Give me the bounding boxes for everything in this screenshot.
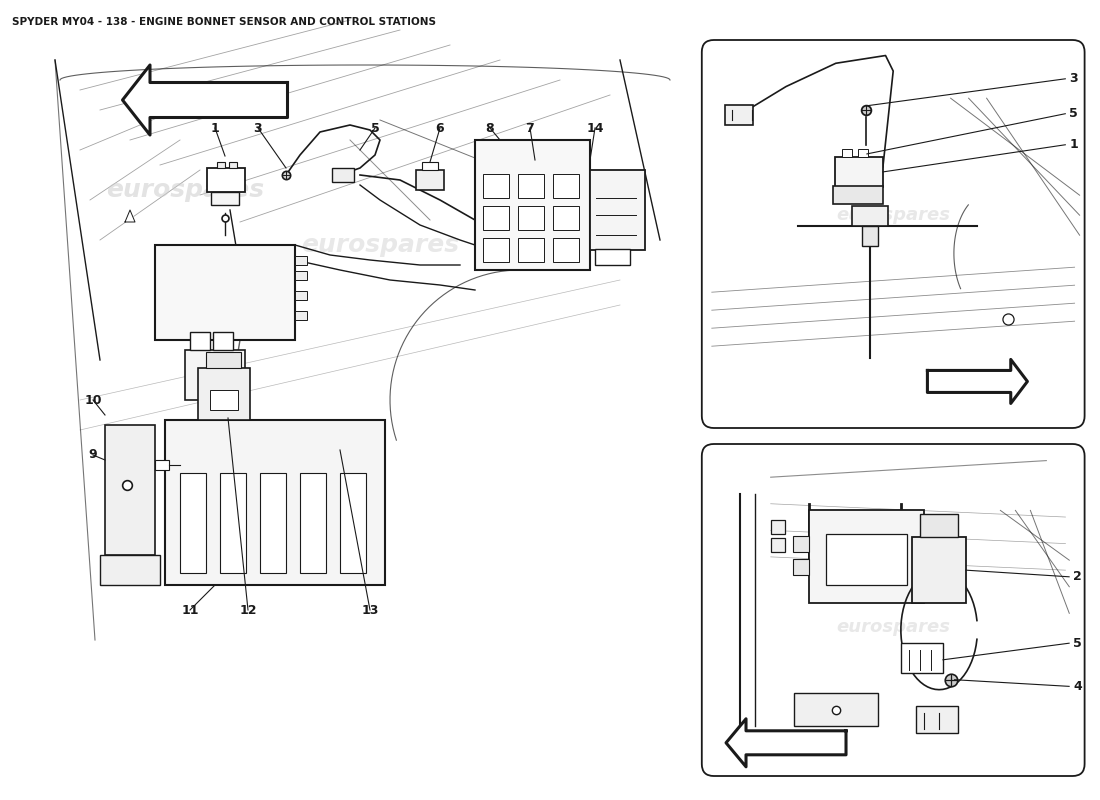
Text: eurospares: eurospares: [106, 178, 264, 202]
FancyBboxPatch shape: [100, 555, 160, 585]
FancyBboxPatch shape: [771, 538, 784, 552]
FancyBboxPatch shape: [295, 311, 307, 320]
FancyBboxPatch shape: [416, 170, 444, 190]
FancyBboxPatch shape: [190, 332, 210, 350]
FancyBboxPatch shape: [595, 249, 630, 265]
FancyBboxPatch shape: [210, 390, 238, 410]
FancyBboxPatch shape: [916, 706, 958, 733]
FancyBboxPatch shape: [702, 444, 1085, 776]
FancyBboxPatch shape: [213, 332, 233, 350]
FancyBboxPatch shape: [185, 350, 245, 400]
FancyBboxPatch shape: [220, 473, 246, 573]
FancyBboxPatch shape: [553, 206, 579, 230]
Polygon shape: [122, 65, 287, 135]
Text: 9: 9: [89, 449, 97, 462]
FancyBboxPatch shape: [518, 238, 544, 262]
FancyBboxPatch shape: [920, 514, 958, 537]
FancyBboxPatch shape: [483, 174, 509, 198]
Text: 5: 5: [1069, 107, 1078, 120]
FancyBboxPatch shape: [725, 106, 752, 126]
FancyBboxPatch shape: [808, 510, 924, 603]
FancyBboxPatch shape: [207, 168, 245, 192]
FancyBboxPatch shape: [340, 473, 366, 573]
Text: 5: 5: [1074, 637, 1082, 650]
Text: eurospares: eurospares: [301, 233, 459, 257]
FancyBboxPatch shape: [229, 162, 236, 168]
Text: eurospares: eurospares: [836, 618, 950, 635]
FancyBboxPatch shape: [793, 559, 808, 575]
FancyBboxPatch shape: [858, 149, 868, 157]
Polygon shape: [726, 718, 846, 766]
FancyBboxPatch shape: [702, 40, 1085, 428]
Text: 11: 11: [182, 603, 199, 617]
Polygon shape: [927, 359, 1027, 403]
Text: 3: 3: [1069, 72, 1078, 86]
FancyBboxPatch shape: [912, 537, 966, 603]
FancyBboxPatch shape: [332, 168, 354, 182]
FancyBboxPatch shape: [553, 174, 579, 198]
FancyBboxPatch shape: [590, 170, 645, 250]
Polygon shape: [125, 210, 135, 222]
FancyBboxPatch shape: [104, 425, 155, 555]
FancyBboxPatch shape: [771, 520, 784, 534]
FancyBboxPatch shape: [901, 643, 943, 673]
Text: 6: 6: [436, 122, 444, 134]
Text: 12: 12: [240, 603, 256, 617]
FancyBboxPatch shape: [217, 162, 226, 168]
FancyBboxPatch shape: [483, 238, 509, 262]
FancyBboxPatch shape: [553, 238, 579, 262]
FancyBboxPatch shape: [483, 206, 509, 230]
FancyBboxPatch shape: [835, 157, 883, 187]
Text: 10: 10: [85, 394, 101, 406]
Text: 5: 5: [371, 122, 380, 134]
Text: 7: 7: [526, 122, 535, 134]
FancyBboxPatch shape: [833, 186, 883, 204]
Text: 14: 14: [586, 122, 604, 134]
FancyBboxPatch shape: [518, 206, 544, 230]
Text: eurospares: eurospares: [836, 206, 950, 223]
Text: 1: 1: [1069, 138, 1078, 151]
FancyBboxPatch shape: [862, 226, 878, 246]
FancyBboxPatch shape: [295, 271, 307, 280]
FancyBboxPatch shape: [155, 460, 169, 470]
Text: 3: 3: [254, 122, 262, 134]
FancyBboxPatch shape: [211, 192, 239, 205]
FancyBboxPatch shape: [422, 162, 438, 170]
FancyBboxPatch shape: [180, 473, 206, 573]
FancyBboxPatch shape: [826, 534, 906, 585]
Text: 8: 8: [486, 122, 494, 134]
FancyBboxPatch shape: [842, 149, 851, 157]
Text: 2: 2: [1074, 570, 1082, 583]
Text: SPYDER MY04 - 138 - ENGINE BONNET SENSOR AND CONTROL STATIONS: SPYDER MY04 - 138 - ENGINE BONNET SENSOR…: [12, 17, 436, 27]
FancyBboxPatch shape: [475, 140, 590, 270]
FancyBboxPatch shape: [794, 693, 878, 726]
Text: 1: 1: [210, 122, 219, 134]
FancyBboxPatch shape: [295, 256, 307, 265]
FancyBboxPatch shape: [518, 174, 544, 198]
FancyBboxPatch shape: [295, 291, 307, 300]
FancyBboxPatch shape: [155, 245, 295, 340]
FancyBboxPatch shape: [300, 473, 326, 573]
FancyBboxPatch shape: [165, 420, 385, 585]
Text: 4: 4: [1074, 680, 1082, 693]
Text: 13: 13: [361, 603, 378, 617]
FancyBboxPatch shape: [260, 473, 286, 573]
FancyBboxPatch shape: [206, 352, 241, 368]
FancyBboxPatch shape: [793, 536, 808, 552]
FancyBboxPatch shape: [198, 368, 250, 420]
FancyBboxPatch shape: [852, 206, 888, 226]
